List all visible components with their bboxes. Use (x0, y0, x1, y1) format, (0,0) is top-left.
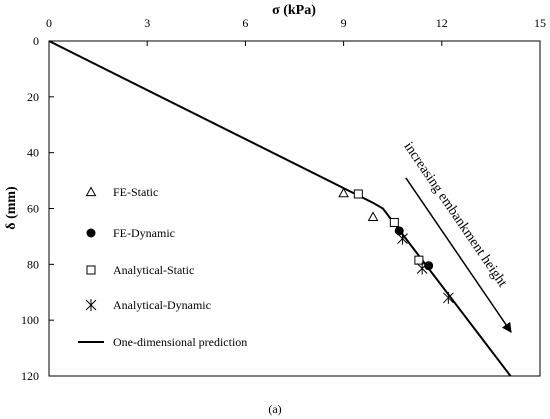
y-tick-label: 80 (27, 257, 39, 271)
legend-label-analytical-static: Analytical-Static (113, 263, 194, 277)
point-analytical-static (353, 189, 363, 199)
y-axis-title: δ (mm) (4, 186, 19, 230)
annotation-text: increasing embankment height (400, 140, 509, 290)
y-tick-label: 120 (21, 369, 39, 383)
point-analytical-static (389, 217, 399, 227)
y-tick-label: 20 (27, 90, 39, 104)
y-tick-label: 60 (27, 202, 39, 216)
point-analytical-static (414, 255, 424, 265)
point-fe-dynamic (424, 261, 434, 271)
point-analytical-dynamic (416, 262, 428, 275)
legend-label-fe-dynamic: FE-Dynamic (113, 226, 175, 240)
legend-swatch-analytical-static (86, 265, 96, 275)
point-fe-static (338, 187, 349, 198)
legend-label-analytical-dynamic: Analytical-Dynamic (113, 298, 211, 312)
x-tick-label: 0 (46, 16, 52, 30)
series-line-one-dimensional-prediction (48, 40, 512, 377)
x-axis-title: σ (kPa) (272, 3, 316, 18)
legend-label-one-dimensional-prediction: One-dimensional prediction (113, 335, 247, 349)
x-tick-label: 12 (436, 16, 448, 30)
legend-label-fe-static: FE-Static (113, 185, 158, 199)
x-tick-label: 15 (534, 16, 546, 30)
axis-ticks: 0 3 6 9 12 15 0 20 40 60 80 100 120 (21, 16, 546, 383)
x-tick-label: 9 (341, 16, 347, 30)
y-tick-label: 40 (27, 146, 39, 160)
plot-border (48, 40, 541, 377)
legend: FE-Static FE-Dynamic Analytical-Static Anal… (78, 185, 247, 349)
y-tick-label: 0 (33, 34, 39, 48)
plot-frame (48, 40, 541, 377)
annotation-arrow (405, 177, 512, 333)
point-analytical-dynamic (397, 232, 408, 245)
x-tick-label: 3 (144, 16, 150, 30)
figure-caption: (a) (268, 402, 281, 416)
legend-swatch-analytical-dynamic (85, 299, 97, 311)
series-layer (48, 40, 512, 377)
legend-swatch-fe-dynamic (86, 228, 96, 238)
point-fe-static (367, 211, 379, 221)
point-analytical-dynamic (442, 291, 454, 304)
legend-swatch-fe-static (85, 186, 97, 197)
y-tick-label: 100 (21, 313, 39, 327)
x-tick-label: 6 (242, 16, 248, 30)
